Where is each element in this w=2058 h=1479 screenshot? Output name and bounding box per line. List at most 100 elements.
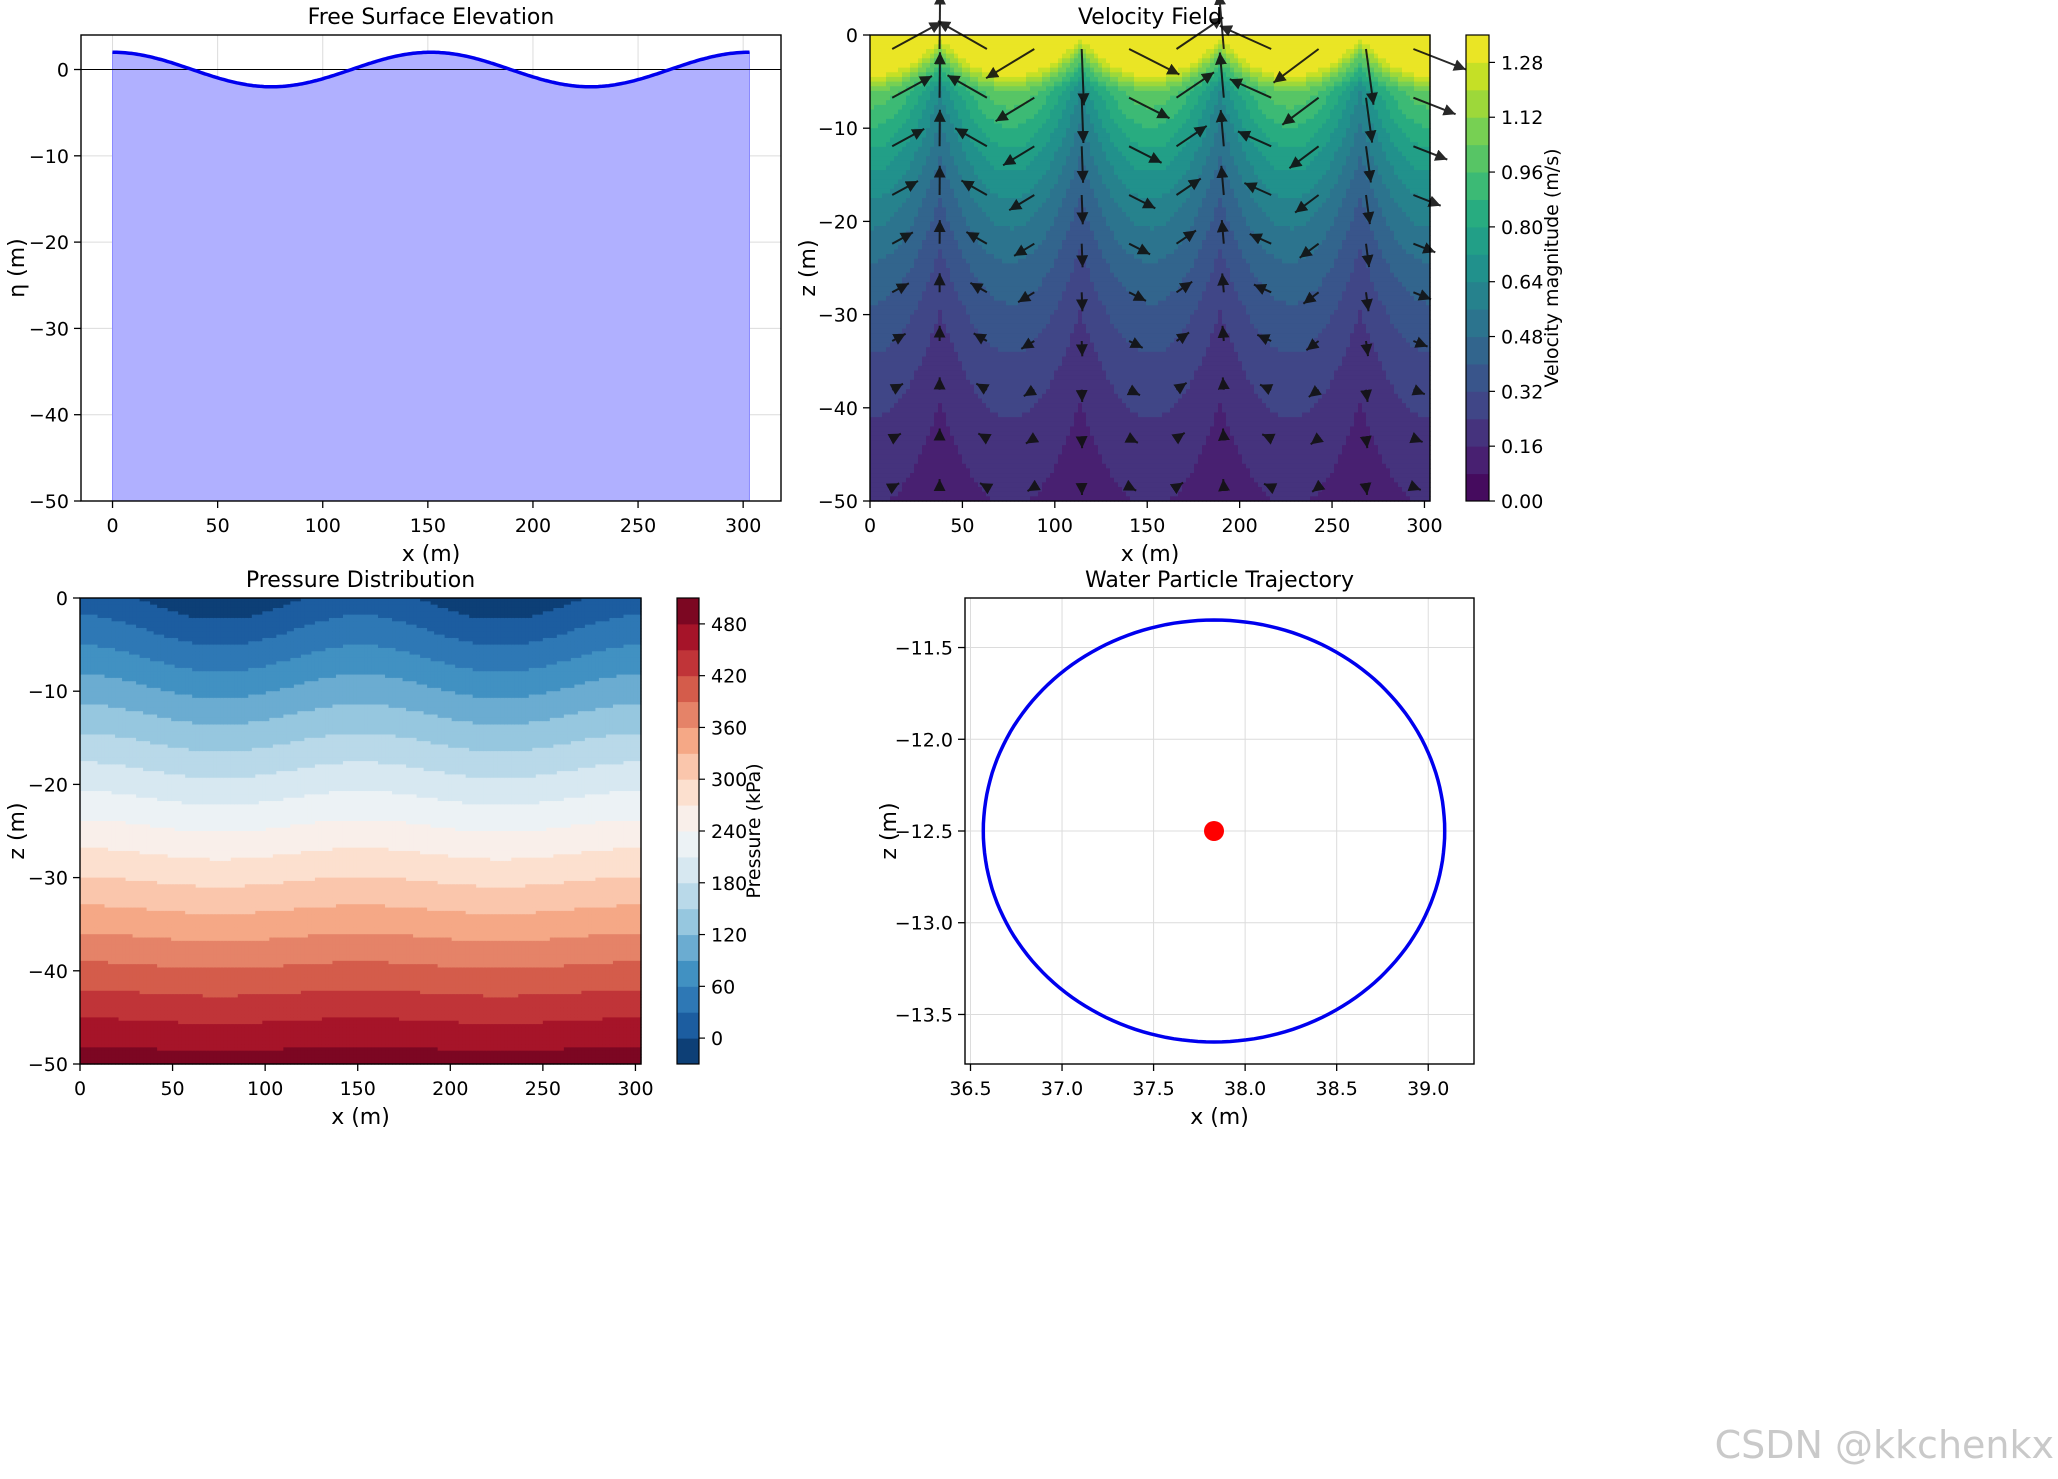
- velocity-contour-cell: [882, 142, 887, 148]
- velocity-contour-cell: [1022, 67, 1027, 73]
- velocity-contour-cell: [954, 333, 959, 339]
- velocity-contour-cell: [930, 160, 935, 167]
- velocity-contour-cell: [926, 272, 931, 278]
- velocity-contour-cell: [878, 109, 883, 115]
- velocity-contour-cell: [974, 100, 979, 106]
- velocity-contour-cell: [990, 477, 995, 483]
- velocity-contour-cell: [1054, 463, 1059, 469]
- velocity-contour-cell: [1034, 58, 1039, 64]
- velocity-contour-cell: [1010, 128, 1015, 134]
- velocity-contour-cell: [970, 393, 975, 400]
- velocity-contour-cell: [954, 449, 959, 455]
- velocity-contour-cell: [982, 174, 987, 181]
- velocity-contour-cell: [1054, 454, 1059, 460]
- velocity-contour-cell: [918, 240, 923, 246]
- velocity-contour-cell: [1026, 95, 1031, 101]
- velocity-contour-cell: [950, 53, 955, 59]
- velocity-contour-cell: [970, 347, 975, 353]
- velocity-contour-cell: [874, 314, 879, 320]
- velocity-contour-cell: [1030, 44, 1035, 50]
- velocity-contour-cell: [1038, 76, 1043, 83]
- velocity-contour-cell: [950, 35, 955, 41]
- velocity-contour-cell: [1038, 286, 1043, 292]
- velocity-contour-cell: [934, 491, 939, 497]
- velocity-contour-cell: [1002, 356, 1007, 362]
- velocity-contour-cell: [1030, 76, 1035, 83]
- velocity-contour-cell: [1062, 272, 1067, 278]
- velocity-contour-cell: [1058, 90, 1063, 97]
- velocity-contour-cell: [902, 365, 907, 372]
- velocity-contour-cell: [1006, 431, 1011, 437]
- velocity-contour-cell: [1030, 477, 1035, 483]
- velocity-contour-cell: [1022, 365, 1027, 372]
- velocity-contour-cell: [890, 160, 895, 167]
- velocity-contour-cell: [922, 365, 927, 372]
- velocity-contour-cell: [1026, 179, 1031, 185]
- velocity-contour-cell: [878, 393, 883, 400]
- velocity-contour-cell: [882, 258, 887, 264]
- velocity-contour-cell: [890, 170, 895, 176]
- velocity-contour-cell: [1010, 198, 1015, 204]
- velocity-contour-cell: [910, 295, 915, 302]
- velocity-contour-cell: [958, 300, 963, 306]
- velocity-contour-cell: [894, 104, 899, 111]
- velocity-contour-cell: [1066, 212, 1071, 218]
- velocity-contour-cell: [938, 403, 943, 409]
- velocity-contour-cell: [914, 384, 919, 390]
- velocity-contour-cell: [1030, 412, 1035, 418]
- velocity-contour-cell: [870, 305, 875, 311]
- velocity-contour-cell: [886, 277, 891, 283]
- velocity-contour-cell: [990, 445, 995, 451]
- velocity-contour-cell: [914, 151, 919, 157]
- velocity-contour-cell: [882, 151, 887, 157]
- velocity-contour-cell: [874, 174, 879, 181]
- velocity-contour-cell: [1062, 62, 1067, 69]
- velocity-contour-cell: [874, 151, 879, 157]
- velocity-contour-cell: [914, 249, 919, 255]
- surface-xtick-label: 300: [725, 515, 761, 537]
- velocity-contour-cell: [946, 212, 951, 218]
- velocity-contour-cell: [954, 305, 959, 311]
- velocity-contour-cell: [1054, 426, 1059, 432]
- velocity-contour-cell: [926, 347, 931, 353]
- velocity-contour-cell: [978, 244, 983, 250]
- velocity-contour-cell: [1002, 291, 1007, 297]
- velocity-contour-cell: [1014, 123, 1019, 129]
- velocity-contour-cell: [1050, 435, 1055, 442]
- velocity-contour-cell: [1042, 202, 1047, 209]
- velocity-contour-cell: [978, 146, 983, 153]
- velocity-contour-cell: [966, 421, 971, 428]
- velocity-contour-cell: [874, 384, 879, 390]
- velocity-contour-cell: [1002, 319, 1007, 325]
- velocity-contour-cell: [882, 90, 887, 97]
- velocity-contour-cell: [962, 109, 967, 115]
- velocity-contour-cell: [978, 95, 983, 101]
- velocity-contour-cell: [1046, 249, 1051, 255]
- velocity-contour-cell: [982, 459, 987, 465]
- velocity-contour-cell: [914, 114, 919, 120]
- velocity-contour-cell: [1062, 179, 1067, 185]
- velocity-contour-cell: [962, 244, 967, 250]
- velocity-contour-cell: [982, 109, 987, 115]
- velocity-contour-cell: [922, 235, 927, 241]
- velocity-contour-cell: [994, 142, 999, 148]
- velocity-contour-cell: [958, 188, 963, 195]
- velocity-contour-cell: [1054, 356, 1059, 362]
- velocity-contour-cell: [886, 463, 891, 469]
- velocity-contour-cell: [974, 72, 979, 78]
- velocity-contour-cell: [950, 482, 955, 488]
- velocity-contour-cell: [1022, 226, 1027, 232]
- velocity-contour-cell: [882, 342, 887, 348]
- velocity-contour-cell: [930, 240, 935, 246]
- velocity-contour-cell: [1010, 468, 1015, 474]
- velocity-contour-cell: [946, 421, 951, 428]
- velocity-contour-cell: [886, 100, 891, 106]
- velocity-contour-cell: [1054, 337, 1059, 344]
- velocity-contour-cell: [1034, 216, 1039, 222]
- velocity-contour-cell: [1030, 39, 1035, 45]
- velocity-contour-cell: [982, 286, 987, 292]
- velocity-contour-cell: [926, 463, 931, 469]
- velocity-contour-cell: [970, 188, 975, 195]
- velocity-contour-cell: [918, 389, 923, 395]
- velocity-contour-cell: [954, 398, 959, 404]
